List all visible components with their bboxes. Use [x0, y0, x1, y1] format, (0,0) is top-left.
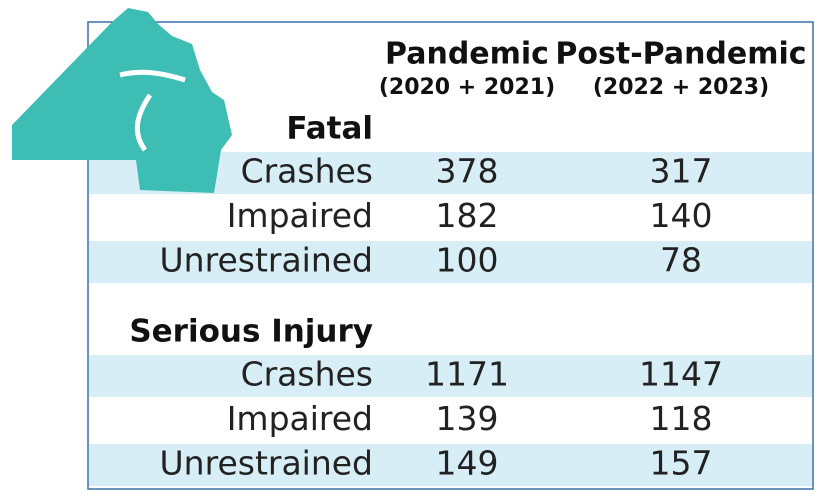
cell-value: 1147 — [639, 355, 723, 394]
cell-value: 139 — [436, 399, 499, 438]
row-band — [89, 355, 812, 397]
cell-value: 157 — [650, 444, 713, 483]
row-label: Impaired — [227, 196, 373, 235]
column-subtitle: (2020 + 2021) — [379, 75, 555, 100]
county-map — [12, 8, 232, 193]
section-title: Serious Injury — [129, 314, 373, 350]
row-label: Unrestrained — [160, 241, 373, 280]
row-label: Crashes — [241, 152, 373, 191]
row-label: Unrestrained — [160, 444, 373, 483]
cell-value: 182 — [436, 196, 499, 235]
cell-value: 100 — [436, 241, 499, 280]
map-river — [119, 69, 186, 152]
cell-value: 317 — [650, 152, 713, 191]
row-band — [89, 444, 812, 486]
cell-value: 118 — [650, 399, 713, 438]
cell-value: 149 — [436, 444, 499, 483]
cell-value: 1171 — [425, 355, 509, 394]
column-title: Pandemic — [385, 37, 549, 72]
row-label: Crashes — [241, 355, 373, 394]
row-label: Impaired — [227, 399, 373, 438]
cell-value: 78 — [660, 241, 702, 280]
row-band — [89, 241, 812, 283]
cell-value: 378 — [436, 152, 499, 191]
column-subtitle: (2022 + 2023) — [593, 75, 769, 100]
column-title: Post-Pandemic — [555, 37, 806, 72]
section-title: Fatal — [286, 111, 373, 147]
cell-value: 140 — [650, 196, 713, 235]
